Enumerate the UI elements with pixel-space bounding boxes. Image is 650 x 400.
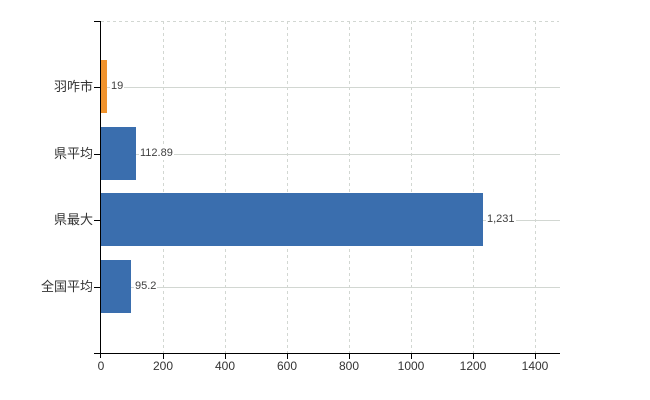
x-tick-label: 400 xyxy=(214,359,236,373)
x-tick-mark xyxy=(473,353,474,359)
x-tick-label: 0 xyxy=(97,359,105,373)
x-tick-label: 1200 xyxy=(459,359,487,373)
category-label: 県最大 xyxy=(53,212,93,227)
gridline xyxy=(101,287,560,288)
x-tick-label: 200 xyxy=(152,359,174,373)
value-label: 1,231 xyxy=(486,213,516,226)
bar xyxy=(101,60,107,113)
bar xyxy=(101,260,131,313)
y-tick-mark xyxy=(94,220,100,221)
y-axis-top-tick xyxy=(94,21,101,22)
category-label: 県平均 xyxy=(53,146,93,161)
gridline xyxy=(225,21,226,353)
x-tick-mark xyxy=(411,353,412,359)
x-axis-line xyxy=(94,353,560,354)
x-tick-label: 1000 xyxy=(397,359,425,373)
y-axis-line xyxy=(100,21,101,358)
x-tick-mark xyxy=(163,353,164,359)
bar xyxy=(101,127,136,180)
gridline xyxy=(101,87,560,88)
x-tick-label: 1400 xyxy=(521,359,549,373)
x-tick-label: 800 xyxy=(338,359,360,373)
y-tick-mark xyxy=(94,154,100,155)
gridline xyxy=(411,21,412,353)
gridline xyxy=(101,154,560,155)
x-tick-mark xyxy=(287,353,288,359)
gridline xyxy=(287,21,288,353)
y-tick-mark xyxy=(94,287,100,288)
bar xyxy=(101,193,483,246)
value-label: 112.89 xyxy=(139,147,174,160)
gridline xyxy=(349,21,350,353)
value-label: 19 xyxy=(110,80,125,93)
x-tick-label: 600 xyxy=(276,359,298,373)
category-label: 羽咋市 xyxy=(53,79,93,94)
x-tick-mark xyxy=(349,353,350,359)
gridline xyxy=(473,21,474,353)
category-label: 全国平均 xyxy=(40,279,93,294)
value-label: 95.2 xyxy=(134,280,158,293)
gridline xyxy=(163,21,164,353)
x-tick-mark xyxy=(225,353,226,359)
gridline xyxy=(535,21,536,353)
x-tick-mark xyxy=(535,353,536,359)
plot-top-border xyxy=(101,21,559,22)
y-tick-mark xyxy=(94,87,100,88)
